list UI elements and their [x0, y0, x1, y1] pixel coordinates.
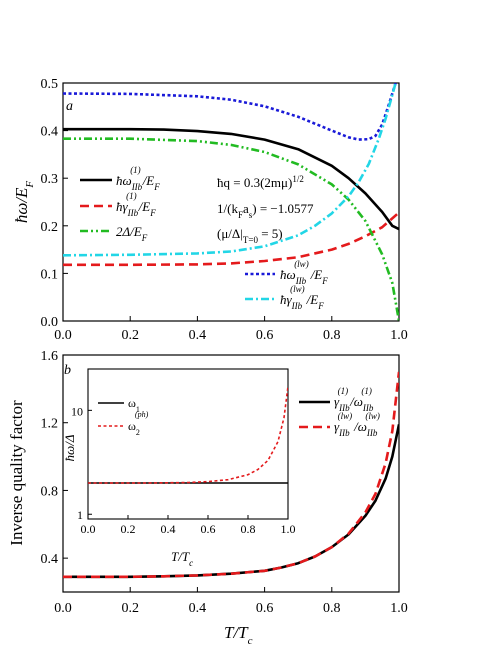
x-tick-label-b-3: 0.6 [256, 601, 274, 616]
legend-label-inset-w1: ω1 [128, 396, 140, 414]
legend-label-omega1: ħωIIb(1)/EF [116, 165, 160, 192]
y-tick-label-a-4: 0.4 [41, 125, 59, 140]
panel-b-label: b [64, 363, 71, 378]
y-tick-label-inset-1: 10 [71, 404, 83, 418]
x-tick-label-a-2: 0.4 [189, 328, 207, 343]
panel-a-frame [62, 82, 400, 322]
series-line-inset-1 [88, 386, 288, 484]
inset-ylabel: ħω/Δ [62, 434, 77, 461]
panel-a-legend-right: ħωIIb(lw)/EF ħγIIb(lw)/EF [245, 259, 328, 311]
x-tick-label-a-0: 0.0 [54, 328, 72, 343]
y-tick-label-b-3: 1.6 [41, 349, 59, 364]
legend-label-gap: 2Δ/EF [116, 224, 148, 243]
x-tick-label-inset-1: 0.2 [121, 522, 136, 536]
x-tick-label-a-1: 0.2 [121, 328, 139, 343]
y-tick-label-a-0: 0.0 [41, 315, 59, 330]
panel-a-legend-left: ħωIIb(1)/EF ħγIIb(1)/EF 2Δ/EF [80, 165, 160, 243]
x-tick-label-inset-0: 0.0 [81, 522, 96, 536]
x-tick-label-b-2: 0.4 [189, 601, 207, 616]
legend-label-q1: γIIb(1)/ωIIb(1) [334, 386, 374, 413]
legend-label-gamma-lw: ħγIIb(lw)/EF [280, 284, 324, 311]
y-tick-label-a-1: 0.1 [41, 267, 59, 282]
inset-frame [87, 368, 289, 520]
panel-a-label: a [66, 99, 73, 114]
panel-b-ylabel: Inverse quality factor [7, 400, 26, 546]
series-line-a-4 [63, 83, 397, 257]
annotation-ratio: (μ/Δ|T=0 = 5) [217, 226, 283, 245]
annotation-coupling: 1/(kFas) = −1.0577 [217, 201, 314, 220]
panel-a-ylabel: ħω/EF [12, 181, 36, 224]
x-tick-label-inset-3: 0.6 [201, 522, 216, 536]
x-tick-label-a-3: 0.6 [256, 328, 274, 343]
series-line-b-1 [63, 371, 399, 579]
x-tick-label-inset-5: 1.0 [281, 522, 296, 536]
x-tick-label-inset-4: 0.8 [241, 522, 256, 536]
series-line-a-3 [63, 83, 397, 141]
inset-xlabel: T/Tc [171, 549, 193, 568]
panel-b-xlabel: T/Tc [224, 623, 253, 647]
x-tick-label-a-4: 0.8 [323, 328, 341, 343]
x-tick-label-inset-2: 0.4 [161, 522, 176, 536]
panel-b-legend: γIIb(1)/ωIIb(1) γIIb(lw)/ωIIb(lw) [299, 386, 380, 438]
legend-label-omega-lw: ħωIIb(lw)/EF [280, 259, 328, 286]
y-tick-label-inset-0: 1 [77, 508, 83, 522]
y-tick-label-a-3: 0.3 [41, 172, 59, 187]
x-tick-label-b-4: 0.8 [323, 601, 341, 616]
x-tick-label-b-1: 0.2 [121, 601, 139, 616]
x-tick-label-b-0: 0.0 [54, 601, 72, 616]
series-line-a-2 [63, 137, 399, 321]
y-tick-label-b-2: 1.2 [41, 417, 59, 432]
x-tick-label-a-5: 1.0 [390, 328, 408, 343]
y-tick-label-b-1: 0.8 [41, 484, 59, 499]
x-tick-label-b-5: 1.0 [390, 601, 408, 616]
series-line-a-0 [63, 127, 399, 231]
y-tick-label-a-5: 0.5 [41, 77, 59, 92]
y-tick-label-b-0: 0.4 [41, 552, 59, 567]
y-tick-label-a-2: 0.2 [41, 220, 59, 235]
annotation-momentum: ħq = 0.3(2mμ)1/2 [217, 174, 304, 190]
legend-label-gamma1: ħγIIb(1)/EF [116, 191, 156, 218]
panel-b-frame [62, 354, 400, 593]
legend-label-qlw: γIIb(lw)/ωIIb(lw) [334, 411, 380, 438]
